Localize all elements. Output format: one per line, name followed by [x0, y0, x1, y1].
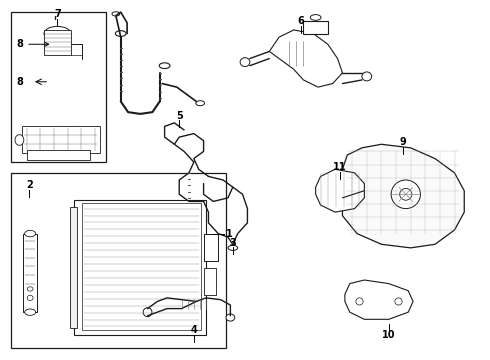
- Bar: [203, 267, 216, 295]
- Ellipse shape: [240, 58, 250, 67]
- Bar: [22, 126, 100, 153]
- Ellipse shape: [27, 287, 33, 291]
- Text: 10: 10: [382, 330, 395, 341]
- Ellipse shape: [356, 298, 363, 305]
- Ellipse shape: [196, 101, 204, 106]
- Bar: [44, 30, 71, 55]
- Text: 1: 1: [226, 229, 233, 239]
- Text: 9: 9: [400, 138, 407, 148]
- Bar: [303, 21, 328, 33]
- Ellipse shape: [362, 72, 372, 81]
- Ellipse shape: [310, 15, 321, 20]
- Ellipse shape: [15, 135, 24, 145]
- Ellipse shape: [24, 230, 36, 237]
- Bar: [203, 234, 218, 261]
- Bar: [82, 203, 201, 330]
- Ellipse shape: [44, 26, 71, 41]
- Ellipse shape: [27, 295, 33, 301]
- Ellipse shape: [228, 246, 238, 250]
- Ellipse shape: [400, 188, 412, 200]
- Text: 6: 6: [297, 16, 304, 26]
- Text: 7: 7: [54, 9, 61, 19]
- Ellipse shape: [143, 308, 152, 317]
- Text: 8: 8: [17, 39, 49, 49]
- Text: 2: 2: [26, 180, 32, 190]
- Text: 3: 3: [229, 238, 236, 248]
- Ellipse shape: [24, 309, 36, 315]
- Polygon shape: [345, 280, 413, 319]
- Bar: [74, 200, 206, 336]
- Bar: [27, 150, 90, 160]
- Bar: [70, 207, 77, 328]
- Bar: [11, 12, 106, 162]
- Ellipse shape: [226, 314, 235, 321]
- Ellipse shape: [395, 298, 402, 305]
- Polygon shape: [343, 144, 464, 248]
- Bar: [11, 173, 225, 348]
- Text: 5: 5: [176, 111, 183, 121]
- Ellipse shape: [159, 63, 170, 68]
- Text: 11: 11: [333, 162, 347, 172]
- Ellipse shape: [391, 180, 420, 208]
- Bar: [24, 234, 37, 312]
- Polygon shape: [270, 30, 343, 87]
- Text: 8: 8: [17, 77, 24, 87]
- Text: 4: 4: [191, 325, 197, 335]
- Polygon shape: [316, 169, 365, 212]
- Ellipse shape: [116, 31, 126, 36]
- Ellipse shape: [112, 12, 120, 16]
